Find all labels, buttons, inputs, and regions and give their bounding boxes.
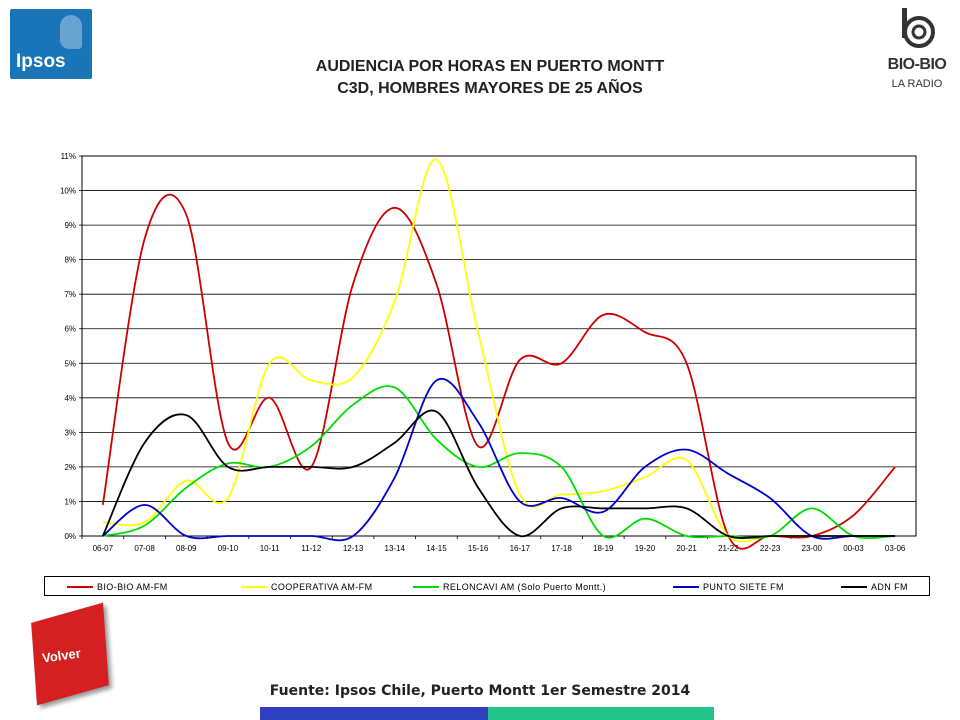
x-tick-label: 12-13 — [343, 544, 364, 553]
series-line-cooperativa-am-fm — [102, 158, 896, 543]
chart-legend: BIO-BIO AM-FM COOPERATIVA AM-FM RELONCAVI … — [44, 576, 930, 596]
x-tick-label: 20-21 — [676, 544, 697, 553]
y-tick-label: 11% — [61, 152, 76, 161]
source-note: Fuente: Ipsos Chile, Puerto Montt 1er Se… — [269, 683, 691, 699]
x-tick-label: 09-10 — [218, 544, 239, 553]
y-tick-label: 4% — [64, 394, 76, 403]
biobio-logo-name: BIO-BIO — [887, 56, 947, 73]
legend-label: ADN FM — [871, 582, 908, 592]
y-tick-label: 3% — [64, 428, 76, 437]
x-tick-label: 07-08 — [134, 544, 155, 553]
footer-bar-blue — [260, 707, 488, 720]
x-tick-label: 06-07 — [93, 544, 114, 553]
series-line-punto-siete-fm — [102, 377, 896, 542]
series-line-reloncavi-am-solo-puerto-montt — [102, 385, 896, 539]
x-tick-label: 08-09 — [176, 544, 197, 553]
legend-swatch — [413, 586, 439, 588]
legend-swatch — [673, 586, 699, 588]
y-tick-label: 10% — [60, 187, 76, 196]
plot-area — [81, 155, 917, 537]
volver-button[interactable]: Volver — [24, 602, 116, 706]
footer-bar-green — [488, 707, 714, 720]
legend-swatch — [241, 586, 267, 588]
y-tick-label: 7% — [64, 290, 76, 299]
x-tick-label: 03-06 — [885, 544, 906, 553]
legend-item: RELONCAVI AM (Solo Puerto Montt.) — [413, 580, 606, 594]
legend-label: RELONCAVI AM (Solo Puerto Montt.) — [443, 582, 607, 592]
x-tick-label: 11-12 — [301, 544, 321, 553]
x-tick-label: 15-16 — [468, 544, 489, 553]
line-chart: 0% 1% 2% 3% 4% 5% 6% 7% 8% 9% 10% 11% 06-07 07-08 08-0… — [60, 152, 917, 553]
legend-label: BIO-BIO AM-FM — [97, 582, 168, 592]
page-subtitle: C3D, HOMBRES MAYORES DE 25 AÑOS — [337, 80, 643, 97]
x-tick-label: 17-18 — [551, 544, 572, 553]
y-tick-label: 8% — [64, 256, 76, 265]
legend-label: PUNTO SIETE FM — [703, 582, 784, 592]
x-tick-label: 21-22 — [718, 544, 739, 553]
legend-swatch — [67, 586, 93, 588]
y-tick-label: 5% — [64, 359, 76, 368]
biobio-logo-sub: LA RADIO — [891, 78, 943, 90]
legend-item: COOPERATIVA AM-FM — [241, 580, 372, 594]
page-title: AUDIENCIA POR HORAS EN PUERTO MONTT — [315, 58, 665, 75]
legend-item: BIO-BIO AM-FM — [67, 580, 168, 594]
biobio-logo: BIO-BIO LA RADIO — [884, 6, 950, 98]
y-tick-label: 2% — [64, 463, 76, 472]
legend-item: ADN FM — [841, 580, 908, 594]
legend-item: PUNTO SIETE FM — [673, 580, 784, 594]
biobio-mark-icon — [902, 8, 935, 48]
x-tick-label: 13-14 — [385, 544, 406, 553]
ipsos-logo: Ipsos — [10, 9, 92, 79]
y-tick-label: 6% — [64, 325, 76, 334]
x-tick-label: 00-03 — [843, 544, 864, 553]
x-tick-label: 19-20 — [635, 544, 656, 553]
x-tick-label: 14-15 — [426, 544, 447, 553]
ipsos-head-icon — [60, 15, 82, 49]
legend-swatch — [841, 586, 867, 588]
x-tick-label: 23-00 — [802, 544, 823, 553]
ipsos-logo-text: Ipsos — [16, 51, 66, 72]
y-tick-label: 0% — [64, 532, 76, 541]
x-tick-label: 16-17 — [510, 544, 531, 553]
y-tick-label: 1% — [64, 497, 76, 506]
y-tick-label: 9% — [64, 221, 76, 230]
x-tick-label: 18-19 — [593, 544, 614, 553]
series-line-adn-fm — [101, 409, 896, 539]
legend-label: COOPERATIVA AM-FM — [271, 582, 373, 592]
x-tick-label: 10-11 — [260, 544, 280, 553]
x-tick-label: 22-23 — [760, 544, 781, 553]
